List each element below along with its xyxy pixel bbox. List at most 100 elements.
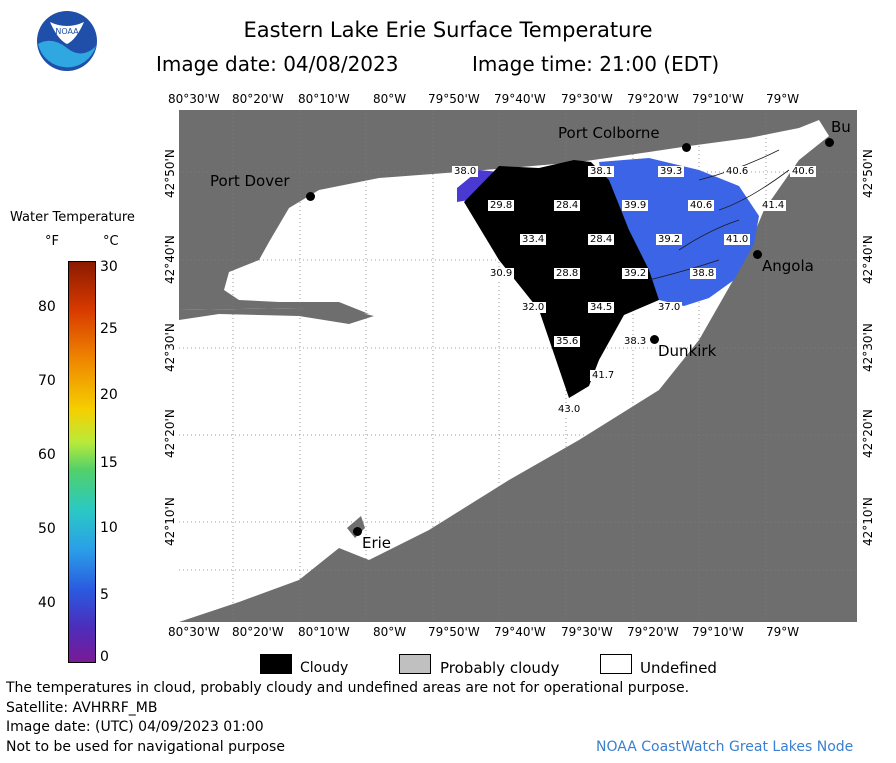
temperature-label: 39.3 bbox=[658, 166, 685, 177]
city-dot bbox=[825, 138, 834, 147]
colorbar-c-tick: 30 bbox=[100, 259, 118, 275]
temperature-label: 40.6 bbox=[790, 166, 817, 177]
temperature-label: 40.6 bbox=[688, 200, 715, 211]
colorbar-unit-c: °C bbox=[103, 234, 119, 249]
lon-tick-top: 79°10'W bbox=[692, 92, 744, 106]
temperature-label: 39.9 bbox=[622, 200, 649, 211]
footer-disclaimer: The temperatures in cloud, probably clou… bbox=[6, 680, 690, 696]
colorbar-title: Water Temperature bbox=[10, 210, 135, 225]
footer-navigation: Not to be used for navigational purpose bbox=[6, 739, 285, 755]
lon-tick-top: 80°30'W bbox=[168, 92, 220, 106]
temperature-label: 41.7 bbox=[590, 370, 617, 381]
place-port-colborne: Port Colborne bbox=[558, 124, 660, 142]
colorbar-c-tick: 0 bbox=[100, 649, 109, 665]
lon-tick-bottom: 79°20'W bbox=[627, 625, 679, 639]
lat-tick-left: 42°10'N bbox=[163, 497, 177, 546]
place-erie: Erie bbox=[362, 534, 392, 552]
legend-swatch-cloudy bbox=[260, 654, 292, 674]
lon-tick-top: 80°10'W bbox=[298, 92, 350, 106]
colorbar-c-tick: 20 bbox=[100, 387, 118, 403]
lon-tick-bottom: 79°10'W bbox=[692, 625, 744, 639]
colorbar-c-tick: 10 bbox=[100, 520, 118, 536]
city-dot bbox=[753, 250, 762, 259]
city-dot bbox=[682, 143, 691, 152]
colorbar bbox=[68, 261, 96, 663]
lon-tick-top: 80°20'W bbox=[232, 92, 284, 106]
city-dot bbox=[650, 335, 659, 344]
lon-tick-bottom: 79°40'W bbox=[494, 625, 546, 639]
lon-tick-top: 79°30'W bbox=[561, 92, 613, 106]
colorbar-c-tick: 5 bbox=[100, 587, 109, 603]
temperature-label: 38.8 bbox=[690, 268, 717, 279]
temperature-label: 39.2 bbox=[622, 268, 649, 279]
legend-swatch-undefined bbox=[600, 654, 632, 674]
temperature-contours bbox=[648, 149, 790, 281]
temperature-label: 38.0 bbox=[452, 166, 479, 177]
lat-tick-left: 42°30'N bbox=[163, 323, 177, 372]
temperature-label: 41.0 bbox=[724, 234, 751, 245]
colorbar-f-tick: 40 bbox=[38, 595, 56, 611]
temperature-label: 29.8 bbox=[488, 200, 515, 211]
temperature-label: 30.9 bbox=[488, 268, 515, 279]
lat-tick-right: 42°20'N bbox=[861, 409, 875, 458]
footer-credit: NOAA CoastWatch Great Lakes Node bbox=[596, 739, 854, 755]
temperature-label: 39.2 bbox=[656, 234, 683, 245]
place-angola: Angola bbox=[762, 257, 814, 275]
temperature-label: 28.4 bbox=[554, 200, 581, 211]
lon-tick-bottom: 80°20'W bbox=[232, 625, 284, 639]
lat-tick-right: 42°30'N bbox=[861, 323, 875, 372]
lat-tick-left: 42°50'N bbox=[163, 149, 177, 198]
lon-tick-bottom: 79°30'W bbox=[561, 625, 613, 639]
lat-tick-right: 42°40'N bbox=[861, 235, 875, 284]
lon-tick-bottom: 79°50'W bbox=[428, 625, 480, 639]
place-port-dover: Port Dover bbox=[210, 172, 290, 190]
lon-tick-bottom: 80°W bbox=[373, 625, 407, 639]
cloud-area bbox=[464, 160, 659, 398]
temperature-label: 28.8 bbox=[554, 268, 581, 279]
place-dunkirk: Dunkirk bbox=[658, 342, 717, 360]
colorbar-c-tick: 25 bbox=[100, 321, 118, 337]
temperature-label: 38.3 bbox=[622, 336, 649, 347]
noaa-logo: NOAA bbox=[36, 10, 98, 72]
lat-tick-right: 42°50'N bbox=[861, 149, 875, 198]
lat-tick-left: 42°40'N bbox=[163, 235, 177, 284]
noaa-logo-text: NOAA bbox=[55, 27, 79, 36]
lon-tick-top: 79°20'W bbox=[627, 92, 679, 106]
city-dot bbox=[353, 527, 362, 536]
lat-tick-left: 42°20'N bbox=[163, 409, 177, 458]
lon-tick-top: 80°W bbox=[373, 92, 407, 106]
temperature-label: 37.0 bbox=[656, 302, 683, 313]
colorbar-f-tick: 70 bbox=[38, 373, 56, 389]
temperature-label: 33.4 bbox=[520, 234, 547, 245]
colorbar-f-tick: 60 bbox=[38, 447, 56, 463]
long-point bbox=[179, 308, 374, 324]
temperature-label: 34.5 bbox=[588, 302, 615, 313]
legend-swatch-probably-cloudy bbox=[399, 654, 431, 674]
lon-tick-top: 79°W bbox=[766, 92, 800, 106]
legend-label-cloudy: Cloudy bbox=[300, 660, 349, 676]
lon-tick-bottom: 79°W bbox=[766, 625, 800, 639]
image-time: Image time: 21:00 (EDT) bbox=[472, 52, 720, 76]
city-dot bbox=[306, 192, 315, 201]
image-date: Image date: 04/08/2023 bbox=[156, 52, 399, 76]
legend-label-undefined: Undefined bbox=[640, 659, 717, 677]
temperature-label: 38.1 bbox=[588, 166, 615, 177]
temperature-label: 43.0 bbox=[556, 404, 583, 415]
temperature-label: 40.6 bbox=[724, 166, 751, 177]
footer-utc-date: Image date: (UTC) 04/09/2023 01:00 bbox=[6, 719, 264, 735]
footer-satellite: Satellite: AVHRRF_MB bbox=[6, 700, 158, 716]
colorbar-unit-f: °F bbox=[45, 234, 59, 249]
page-title: Eastern Lake Erie Surface Temperature bbox=[243, 18, 653, 42]
temperature-label: 32.0 bbox=[520, 302, 547, 313]
colorbar-f-tick: 80 bbox=[38, 299, 56, 315]
lake-map bbox=[179, 110, 857, 622]
place-buffalo: Bu bbox=[831, 118, 851, 136]
temperature-label: 28.4 bbox=[588, 234, 615, 245]
lon-tick-bottom: 80°10'W bbox=[298, 625, 350, 639]
colorbar-f-tick: 50 bbox=[38, 521, 56, 537]
lon-tick-top: 79°50'W bbox=[428, 92, 480, 106]
temperature-label: 41.4 bbox=[760, 200, 787, 211]
temperature-label: 35.6 bbox=[554, 336, 581, 347]
lon-tick-bottom: 80°30'W bbox=[168, 625, 220, 639]
legend-label-probably-cloudy: Probably cloudy bbox=[440, 659, 560, 677]
